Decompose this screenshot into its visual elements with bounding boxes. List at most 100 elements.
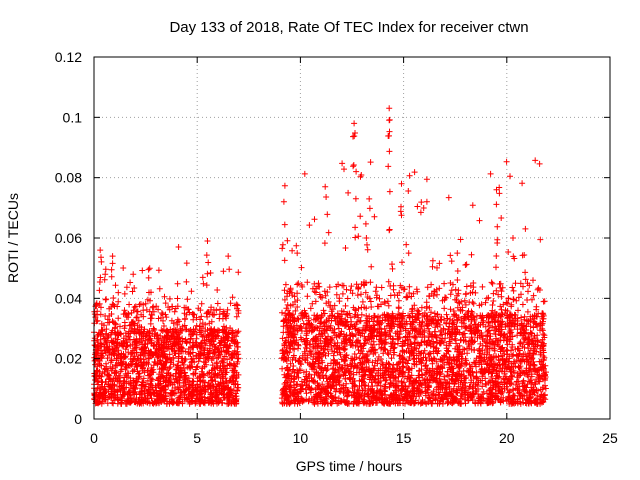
data-point [480, 369, 487, 376]
data-point [503, 158, 510, 165]
data-point [411, 377, 418, 384]
data-point [199, 393, 206, 400]
data-point [464, 350, 471, 357]
data-point [150, 325, 157, 332]
data-point [362, 289, 369, 296]
data-point [211, 366, 218, 372]
data-point [115, 351, 122, 358]
data-point [490, 290, 497, 297]
data-point [97, 311, 104, 318]
data-point [136, 396, 143, 403]
data-point [488, 279, 495, 286]
data-point [214, 287, 221, 293]
data-point [371, 341, 377, 348]
data-point [123, 364, 130, 371]
data-point [103, 360, 109, 367]
data-point [153, 351, 160, 358]
data-point [298, 282, 305, 288]
data-point [295, 374, 302, 381]
data-point [418, 199, 425, 206]
data-point [344, 295, 351, 302]
data-point [429, 263, 436, 270]
data-point [183, 260, 190, 267]
data-point [146, 336, 153, 343]
data-point [203, 340, 209, 347]
data-point [508, 303, 515, 310]
data-point [104, 334, 111, 341]
data-point [230, 387, 237, 394]
data-point [378, 284, 385, 291]
data-point [233, 313, 240, 320]
data-point [447, 306, 454, 313]
data-point [445, 380, 452, 387]
data-point [367, 159, 374, 166]
data-point [218, 369, 225, 376]
data-point [473, 369, 480, 376]
data-point [175, 395, 181, 402]
data-point [158, 391, 165, 398]
data-point [429, 257, 436, 264]
data-point [149, 384, 156, 391]
data-point [294, 304, 301, 310]
data-point [366, 195, 373, 202]
data-point [161, 376, 167, 382]
data-point [94, 367, 101, 374]
data-point [432, 328, 439, 335]
data-point [489, 324, 496, 331]
data-point [348, 392, 355, 399]
data-point [162, 300, 169, 307]
data-point [322, 352, 329, 359]
data-point [144, 332, 151, 339]
data-point [493, 287, 500, 294]
data-point [321, 319, 328, 326]
data-point [216, 385, 223, 392]
data-point [319, 294, 325, 301]
data-point [130, 357, 137, 364]
data-point [162, 386, 169, 393]
data-point [105, 381, 112, 387]
data-point [177, 327, 184, 334]
data-point [462, 262, 469, 268]
data-point [403, 293, 410, 300]
data-point [194, 381, 201, 388]
data-point [158, 314, 164, 321]
data-point [231, 351, 238, 358]
data-point [169, 346, 176, 353]
data-point [229, 294, 236, 301]
data-point [111, 369, 118, 376]
data-point [436, 285, 443, 292]
data-point [218, 337, 225, 344]
data-point [362, 327, 369, 334]
data-point [342, 245, 349, 251]
data-point [309, 285, 316, 292]
data-point [354, 292, 361, 299]
data-point [155, 400, 162, 407]
data-point [405, 348, 412, 354]
data-point [124, 398, 130, 405]
data-point [144, 399, 151, 406]
data-point [215, 349, 222, 356]
data-point [109, 301, 116, 308]
data-point [371, 213, 378, 220]
data-point [416, 341, 423, 348]
data-point [127, 279, 134, 286]
data-point [175, 386, 181, 393]
data-point [355, 233, 362, 240]
data-point [497, 303, 504, 310]
data-point [118, 395, 125, 402]
data-point [520, 377, 527, 384]
data-point [123, 372, 130, 379]
data-point [321, 310, 328, 317]
data-point [404, 360, 411, 367]
data-point [311, 216, 318, 223]
data-point [532, 381, 539, 388]
data-point [199, 320, 206, 327]
data-point [479, 283, 486, 290]
data-point [233, 393, 240, 400]
data-point [406, 283, 413, 290]
data-point [525, 288, 531, 295]
data-point [135, 338, 141, 344]
data-point [172, 373, 179, 380]
data-point [386, 329, 393, 335]
data-point [198, 368, 205, 375]
